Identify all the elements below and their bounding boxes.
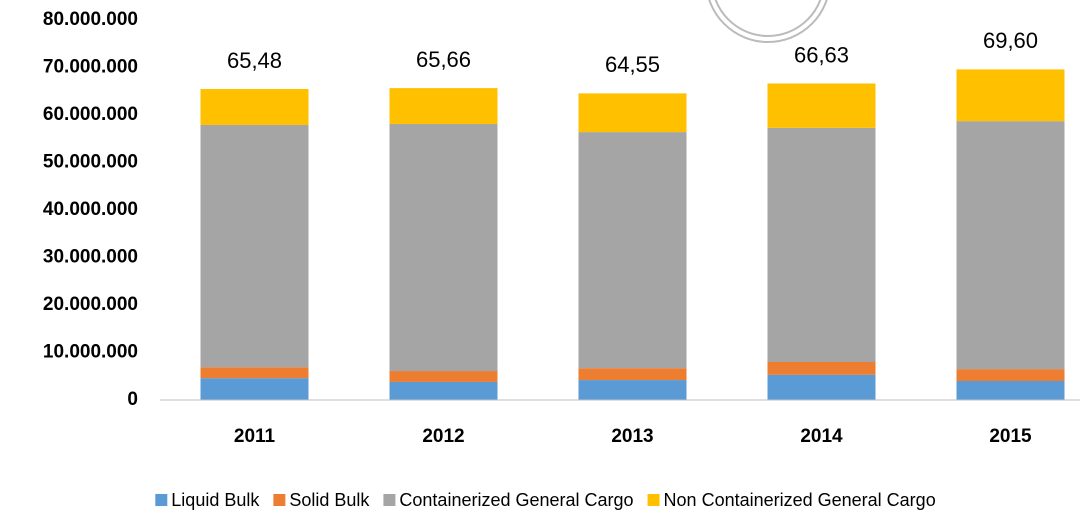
total-label: 64,55 [605,52,660,77]
bar-segment [767,374,876,400]
y-tick-label: 0 [127,389,138,410]
bar-segment [389,381,498,400]
legend-swatch [273,494,286,506]
legend-label: Solid Bulk [289,490,370,510]
bar-segment [389,124,498,372]
bar-segment [956,369,1065,381]
bar-segment [578,93,687,133]
x-tick-label: 2012 [422,426,464,447]
total-label: 65,66 [416,47,471,72]
bar-segment [389,88,498,125]
y-tick-label: 80.000.000 [43,9,138,30]
decor-ring [708,0,828,43]
total-label: 66,63 [794,42,849,67]
legend-label: Liquid Bulk [171,490,260,510]
y-tick-label: 50.000.000 [43,152,138,173]
decor-ring [714,0,822,37]
bar-segment [200,88,309,125]
x-tick-label: 2013 [611,426,653,447]
bar-segment [956,69,1065,122]
legend-swatch [647,494,660,506]
total-label: 65,48 [227,48,282,73]
legend-swatch [155,494,168,506]
y-tick-label: 10.000.000 [43,342,138,363]
bar-segment [767,83,876,128]
bar-segment [767,127,876,362]
bar-segment [578,132,687,369]
bar-segment [578,380,687,400]
total-label: 69,60 [983,28,1038,53]
bar-segment [389,371,498,382]
y-tick-label: 70.000.000 [43,57,138,78]
bar-segment [767,362,876,375]
bar-segment [956,121,1065,370]
x-tick-label: 2014 [800,426,843,447]
bar-segment [200,367,309,379]
bar-segment [200,378,309,400]
y-tick-label: 30.000.000 [43,247,138,268]
bar-segment [956,381,1065,400]
legend-label: Non Containerized General Cargo [664,490,936,510]
x-tick-label: 2011 [234,426,276,447]
y-tick-label: 60.000.000 [43,104,138,125]
legend-label: Containerized General Cargo [399,490,633,510]
bar-segment [200,124,309,368]
bar-segment [578,368,687,381]
legend-swatch [383,494,396,506]
y-tick-label: 20.000.000 [43,294,138,315]
x-tick-label: 2015 [989,426,1032,447]
y-tick-label: 40.000.000 [43,199,138,220]
